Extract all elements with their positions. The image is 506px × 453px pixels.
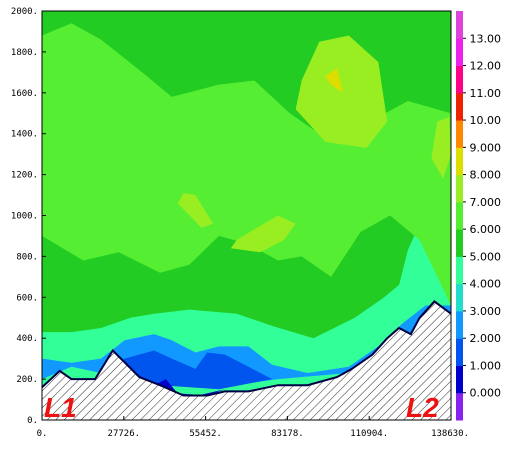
contour-region-11 (325, 68, 343, 93)
x-tick-label: 55452. (189, 429, 222, 439)
colorbar-swatch (456, 92, 463, 121)
colorbar-swatch (456, 229, 463, 257)
colorbar-label: 13.00 (470, 32, 502, 45)
colorbar-swatch (456, 392, 463, 421)
colorbar-label: 3.000 (470, 305, 502, 318)
y-tick-label: 1000. (11, 212, 38, 222)
y-tick-label: 1600. (11, 89, 38, 99)
colorbar-swatch (456, 38, 463, 67)
colorbar-swatch (456, 147, 463, 176)
colorbar-swatch (456, 65, 463, 94)
x-tick-label: 0. (37, 429, 48, 439)
colorbar-swatch (456, 283, 463, 312)
colorbar-swatch (456, 11, 463, 39)
terrain-outline (42, 300, 451, 397)
y-axis: 0. 200. 400. 600. 800. 1000. 1200. 1400. 1600. 18… (11, 7, 46, 426)
x-axis: 0. 27726. 55452. 83178. 110904. 138630. (37, 416, 469, 439)
colorbar-label: 8.000 (470, 169, 502, 182)
colorbar-swatch (456, 174, 463, 203)
x-tick-label: 27726. (108, 429, 141, 439)
y-tick-label: 2000. (11, 7, 38, 17)
endpoint-label-left: L1 (44, 392, 77, 423)
y-tick-label: 1400. (11, 130, 38, 140)
colorbar-swatch (456, 338, 463, 366)
y-tick-label: 0. (27, 416, 38, 426)
x-tick-label: 138630. (431, 429, 469, 439)
endpoint-label-right: L2 (406, 392, 439, 423)
y-tick-label: 200. (16, 375, 38, 385)
colorbar-label: 11.00 (470, 87, 502, 100)
colorbar-swatch (456, 365, 463, 394)
x-tick-label: 110904. (350, 429, 388, 439)
colorbar-label: 2.000 (470, 332, 502, 345)
colorbar-label: 9.000 (470, 141, 502, 154)
colorbar-label: 7.000 (470, 196, 502, 209)
y-tick-label: 1800. (11, 48, 38, 58)
contour-region-8 (230, 215, 296, 253)
colorbar-swatch (456, 310, 463, 339)
colorbar-label: 5.000 (470, 250, 502, 263)
terrain-mask (42, 301, 451, 420)
contour-region-6 (42, 23, 451, 306)
colorbar-label: 4.000 (470, 278, 502, 291)
colorbar-label: 6.000 (470, 223, 502, 236)
colorbar-swatch (456, 256, 463, 285)
terrain-layer (42, 300, 451, 420)
y-tick-label: 600. (16, 293, 38, 303)
colorbar-label: 12.00 (470, 60, 502, 73)
y-tick-label: 1200. (11, 171, 38, 181)
colorbar-swatch (456, 201, 463, 230)
y-tick-label: 400. (16, 334, 38, 344)
y-tick-label: 800. (16, 252, 38, 262)
colorbar-label: 10.00 (470, 114, 502, 127)
contour-region-10 (431, 117, 451, 179)
colorbar: 0.000 1.000 2.000 3.000 4.000 5.000 6.000 7.000… (456, 11, 501, 421)
colorbar-label: 1.000 (470, 359, 502, 372)
colorbar-swatch (456, 120, 463, 148)
x-tick-label: 83178. (271, 429, 304, 439)
colorbar-label: 0.000 (470, 387, 502, 400)
contour-region-9 (177, 193, 214, 228)
